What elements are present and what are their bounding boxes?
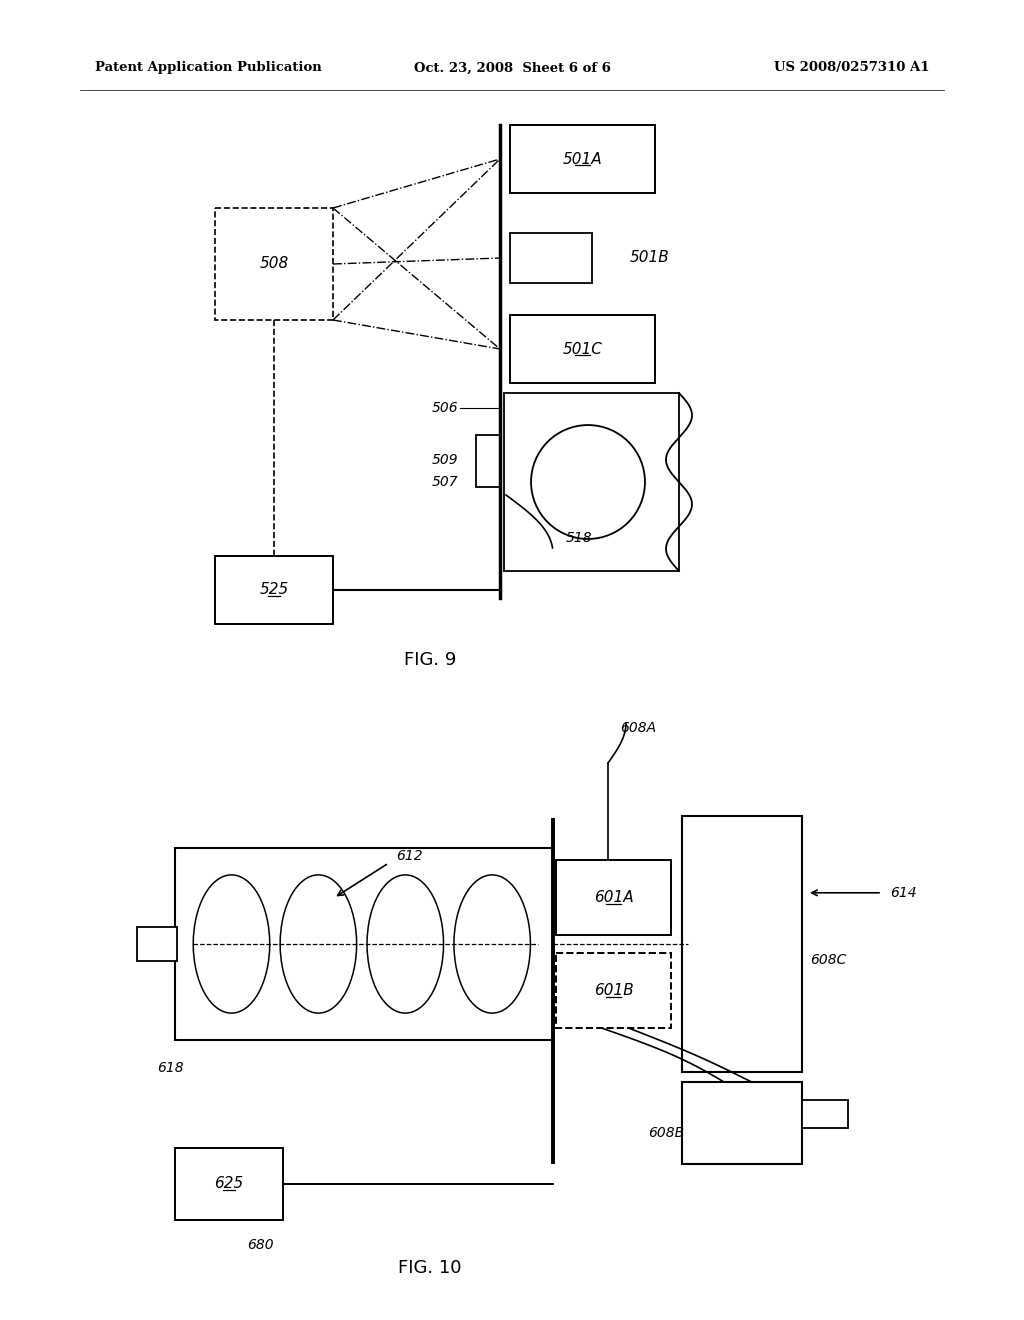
Text: 601A: 601A [594, 890, 633, 906]
Text: 508: 508 [259, 256, 289, 272]
Text: 501C: 501C [562, 342, 602, 356]
Text: 507: 507 [431, 475, 458, 488]
Text: 614: 614 [890, 886, 916, 900]
Bar [682, 1082, 802, 1164]
Text: 612: 612 [395, 849, 422, 863]
Text: FIG. 9: FIG. 9 [403, 651, 456, 669]
Text: Patent Application Publication: Patent Application Publication [95, 62, 322, 74]
Bar [175, 1148, 283, 1220]
Bar [802, 1100, 848, 1129]
Bar [215, 556, 333, 624]
Bar [215, 209, 333, 319]
Bar [175, 847, 553, 1040]
Text: 501B: 501B [630, 251, 670, 265]
Text: 525: 525 [259, 582, 289, 598]
Bar [682, 816, 802, 1072]
Bar [137, 927, 177, 961]
Bar [510, 234, 592, 282]
Text: FIG. 10: FIG. 10 [398, 1259, 462, 1276]
Bar [510, 125, 655, 193]
Text: 608C: 608C [810, 953, 847, 968]
Text: 518: 518 [566, 531, 593, 545]
Text: US 2008/0257310 A1: US 2008/0257310 A1 [774, 62, 930, 74]
Bar [504, 393, 679, 572]
Text: 509: 509 [431, 453, 458, 467]
Bar [510, 315, 655, 383]
Text: Oct. 23, 2008  Sheet 6 of 6: Oct. 23, 2008 Sheet 6 of 6 [414, 62, 610, 74]
Text: 618: 618 [157, 1061, 183, 1074]
Bar [556, 861, 671, 935]
Text: 625: 625 [214, 1176, 244, 1192]
Text: 506: 506 [431, 401, 458, 414]
Bar [476, 436, 500, 487]
Text: 608B: 608B [648, 1126, 685, 1140]
Text: 501A: 501A [562, 152, 602, 166]
Text: 608A: 608A [620, 721, 656, 735]
Text: 680: 680 [247, 1238, 273, 1251]
Text: 601B: 601B [594, 983, 634, 998]
Bar [556, 953, 671, 1028]
